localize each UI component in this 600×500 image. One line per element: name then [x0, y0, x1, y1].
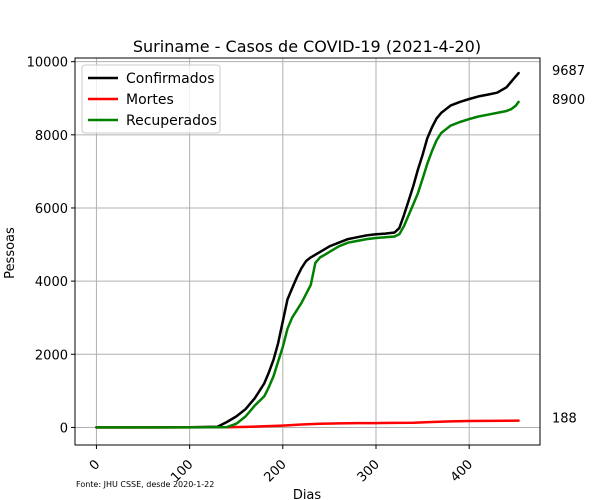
legend-label-recuperados: Recuperados	[126, 113, 217, 129]
y-tick-label: 2000	[35, 348, 68, 363]
x-tick-label: 200	[261, 457, 289, 485]
confirmados-line	[95, 71, 520, 429]
y-tick-label: 10000	[27, 56, 68, 71]
chart-title: Suriname - Casos de COVID-19 (2021-4-20)	[133, 37, 481, 56]
y-tick-label: 0	[60, 421, 68, 436]
mortes-end-label: 188	[552, 412, 577, 427]
legend-label-confirmados: Confirmados	[126, 71, 215, 87]
mortes-line	[95, 419, 520, 429]
recuperados-end-label: 8900	[552, 93, 585, 108]
recuperados-line	[95, 100, 520, 429]
y-axis-label: Pessoas	[3, 227, 18, 279]
series-layer	[95, 71, 520, 429]
y-tick-label: 4000	[35, 275, 68, 290]
confirmados-end-label: 9687	[552, 64, 585, 79]
x-tick-label: 300	[355, 457, 383, 485]
y-tick-label: 6000	[35, 202, 68, 217]
legend: Confirmados Mortes Recuperados	[81, 64, 221, 134]
x-axis-label: Dias	[293, 488, 322, 500]
y-tick-label: 8000	[35, 129, 68, 144]
source-note: Fonte: JHU CSSE, desde 2020-1-22	[76, 480, 214, 489]
plot-frame	[74, 57, 541, 446]
end-labels-layer: 9687 188 8900	[552, 64, 585, 426]
legend-box	[81, 64, 221, 134]
legend-label-mortes: Mortes	[126, 92, 174, 108]
x-tick-label: 0	[87, 457, 103, 473]
x-tick-label: 400	[448, 457, 476, 485]
